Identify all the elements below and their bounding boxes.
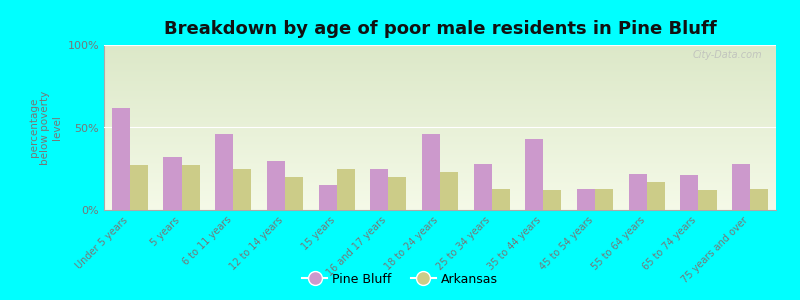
Bar	[440, 172, 458, 210]
Bar	[267, 160, 285, 210]
Bar	[595, 188, 613, 210]
Bar	[577, 188, 595, 210]
Text: City-Data.com: City-Data.com	[693, 50, 762, 60]
Bar	[388, 177, 406, 210]
Bar	[526, 139, 543, 210]
Bar	[337, 169, 354, 210]
Bar	[680, 175, 698, 210]
Bar	[163, 157, 182, 210]
Title: Breakdown by age of poor male residents in Pine Bluff: Breakdown by age of poor male residents …	[164, 20, 716, 38]
Y-axis label: percentage
below poverty
level: percentage below poverty level	[29, 90, 62, 165]
Bar	[732, 164, 750, 210]
Bar	[112, 108, 130, 210]
Bar	[646, 182, 665, 210]
Bar	[130, 165, 148, 210]
Bar	[750, 188, 768, 210]
Bar	[698, 190, 717, 210]
Bar	[422, 134, 440, 210]
Bar	[474, 164, 492, 210]
Bar	[215, 134, 234, 210]
Bar	[629, 174, 646, 210]
Bar	[182, 165, 200, 210]
Bar	[370, 169, 388, 210]
Bar	[234, 169, 251, 210]
Bar	[492, 188, 510, 210]
Bar	[543, 190, 562, 210]
Bar	[285, 177, 303, 210]
Bar	[318, 185, 337, 210]
Legend: Pine Bluff, Arkansas: Pine Bluff, Arkansas	[298, 268, 502, 291]
